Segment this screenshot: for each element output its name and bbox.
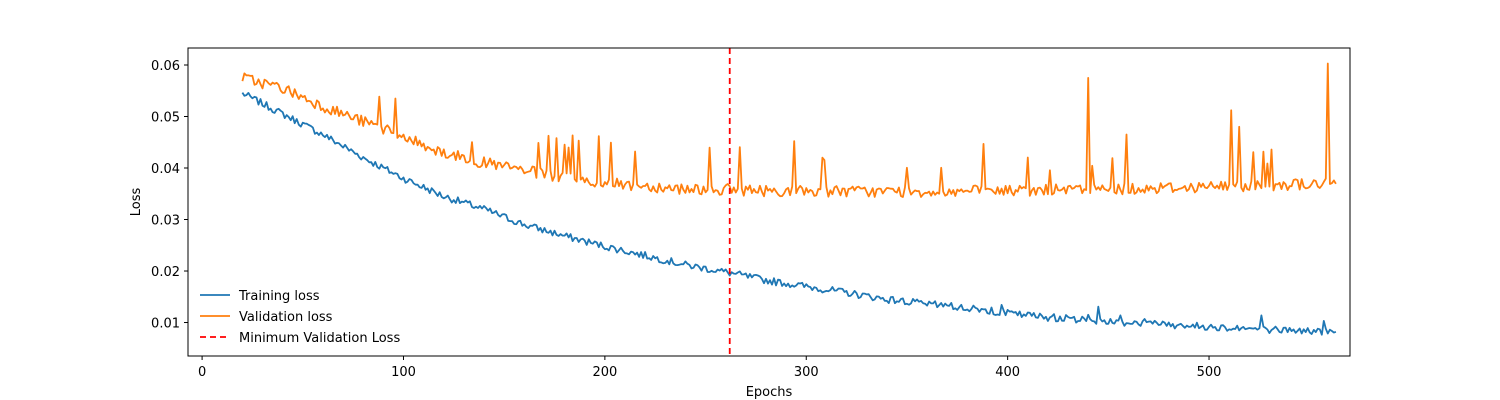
y-tick-label: 0.03 (151, 214, 180, 229)
legend-label-validation-loss: Validation loss (239, 310, 333, 325)
y-tick-label: 0.01 (151, 317, 180, 332)
y-tick-label: 0.02 (151, 265, 180, 280)
y-tick-label: 0.05 (151, 111, 180, 126)
y-tick-label: 0.04 (151, 162, 180, 177)
training-loss-line (241, 92, 1337, 336)
legend: Training loss Validation loss Minimum Va… (200, 289, 400, 346)
x-axis: 0 100 200 300 400 500 (198, 356, 1221, 380)
x-tick-label: 300 (794, 365, 819, 380)
x-tick-label: 200 (592, 365, 617, 380)
y-tick-label: 0.06 (151, 59, 180, 74)
validation-loss-line (241, 62, 1337, 198)
x-tick-label: 100 (391, 365, 416, 380)
x-tick-label: 400 (995, 365, 1020, 380)
x-axis-label: Epochs (746, 385, 793, 400)
plot-frame (187, 47, 1351, 357)
series-layer (241, 62, 1337, 336)
y-axis-label: Loss (129, 188, 144, 217)
legend-label-training-loss: Training loss (238, 289, 320, 304)
legend-label-minimum-validation-loss: Minimum Validation Loss (239, 331, 400, 346)
x-tick-label: 500 (1197, 365, 1222, 380)
y-axis: 0.01 0.02 0.03 0.04 0.05 0.06 (151, 59, 188, 332)
x-tick-label: 0 (198, 365, 206, 380)
